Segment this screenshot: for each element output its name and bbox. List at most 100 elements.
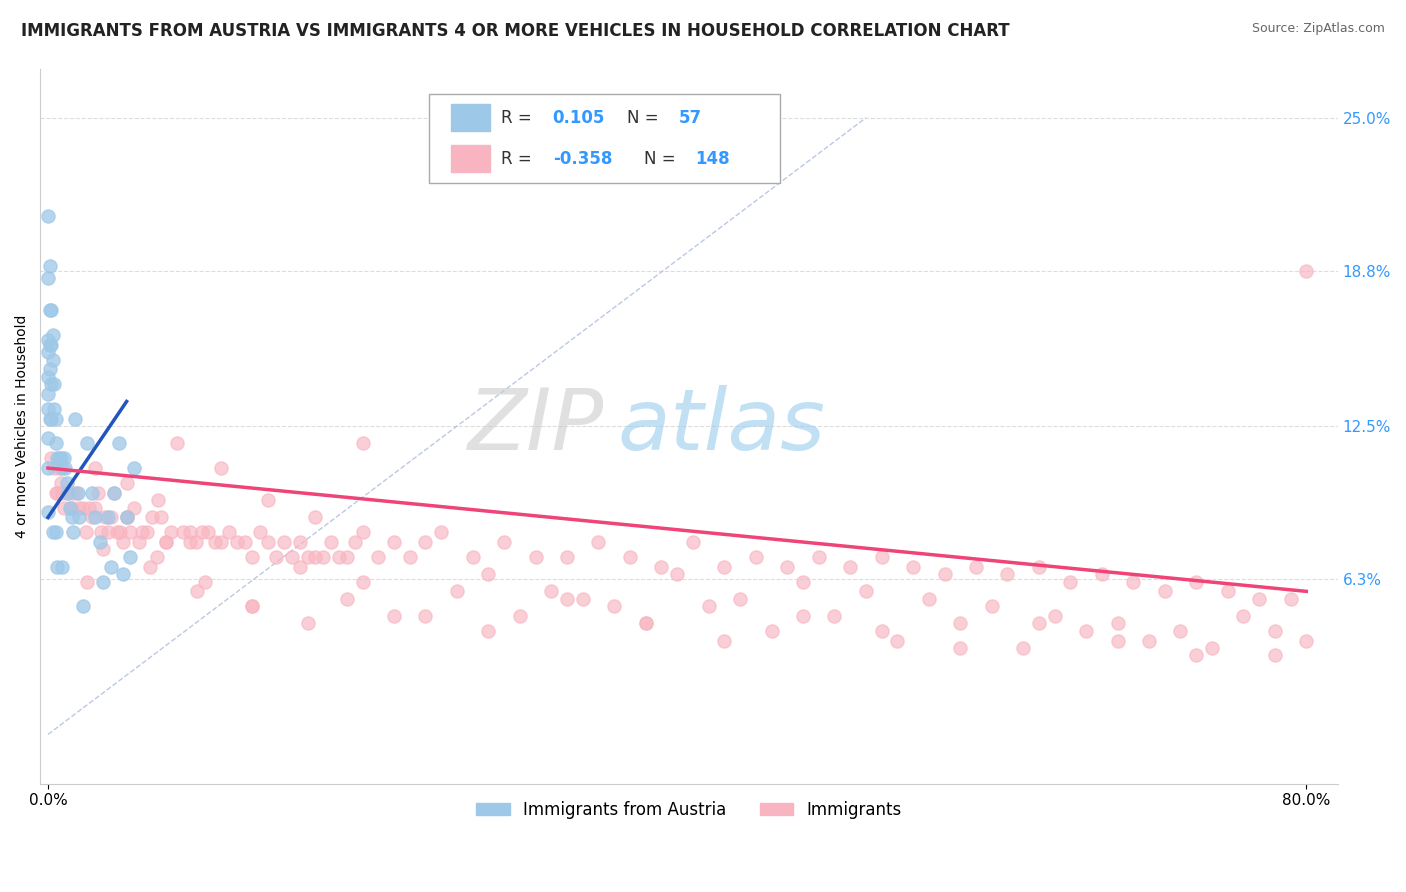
Point xyxy=(965,559,987,574)
Point xyxy=(110,525,132,540)
Point xyxy=(1043,609,1066,624)
Point xyxy=(382,535,405,549)
Point xyxy=(51,559,73,574)
Point xyxy=(980,599,1002,614)
Point xyxy=(446,584,468,599)
Point xyxy=(44,401,66,416)
Point xyxy=(792,574,814,589)
Point xyxy=(49,475,72,490)
Point xyxy=(494,535,516,549)
Point xyxy=(37,345,59,359)
Point xyxy=(204,535,226,549)
Point xyxy=(218,525,240,540)
Point xyxy=(45,525,67,540)
Point xyxy=(38,303,60,318)
Point xyxy=(103,485,125,500)
Point xyxy=(37,369,59,384)
Point xyxy=(97,525,120,540)
Point xyxy=(97,510,120,524)
Point xyxy=(38,337,60,351)
Point xyxy=(1170,624,1192,638)
Point xyxy=(509,609,531,624)
Point xyxy=(886,633,908,648)
Point xyxy=(100,559,122,574)
Point xyxy=(415,609,437,624)
Point xyxy=(63,411,86,425)
Point xyxy=(194,574,217,589)
Point xyxy=(45,485,67,500)
Point xyxy=(38,362,60,376)
Point xyxy=(58,485,80,500)
Point xyxy=(1216,584,1239,599)
Point xyxy=(288,559,311,574)
Point xyxy=(80,510,103,524)
Point xyxy=(477,624,499,638)
Point xyxy=(257,493,280,508)
Point xyxy=(901,559,924,574)
Point xyxy=(336,591,359,606)
Point xyxy=(398,549,420,564)
Point xyxy=(367,549,389,564)
Point xyxy=(60,500,83,515)
Point xyxy=(49,451,72,466)
Y-axis label: 4 or more Vehicles in Household: 4 or more Vehicles in Household xyxy=(15,315,30,538)
Point xyxy=(1107,616,1129,631)
Point xyxy=(1264,648,1286,663)
Point xyxy=(1264,624,1286,638)
Point xyxy=(100,510,122,524)
Point xyxy=(619,549,641,564)
Point xyxy=(242,549,264,564)
Point xyxy=(45,411,67,425)
Point xyxy=(1059,574,1081,589)
Text: Source: ZipAtlas.com: Source: ZipAtlas.com xyxy=(1251,22,1385,36)
Point xyxy=(1249,591,1271,606)
Point xyxy=(328,549,350,564)
Text: N =: N = xyxy=(644,150,681,168)
Point xyxy=(179,535,201,549)
Point xyxy=(197,525,219,540)
Point xyxy=(48,451,70,466)
Point xyxy=(1201,641,1223,656)
Point xyxy=(72,500,94,515)
Point xyxy=(52,500,75,515)
Point xyxy=(150,510,173,524)
Point xyxy=(761,624,783,638)
Point xyxy=(823,609,845,624)
Point xyxy=(264,549,287,564)
Point xyxy=(39,337,62,351)
Point xyxy=(352,574,374,589)
Point xyxy=(697,599,720,614)
Point xyxy=(45,436,67,450)
Point xyxy=(1185,574,1208,589)
Point xyxy=(870,624,893,638)
Point xyxy=(44,461,66,475)
Point xyxy=(1232,609,1254,624)
Point xyxy=(112,535,135,549)
Point xyxy=(352,525,374,540)
Point xyxy=(209,535,232,549)
Point xyxy=(312,549,335,564)
Point xyxy=(934,567,956,582)
Point xyxy=(46,451,69,466)
Point xyxy=(90,525,112,540)
Point xyxy=(80,485,103,500)
Bar xyxy=(451,145,491,172)
Point xyxy=(48,461,70,475)
Point xyxy=(415,535,437,549)
Point xyxy=(37,461,59,475)
Point xyxy=(155,535,177,549)
Point xyxy=(650,559,672,574)
Text: 57: 57 xyxy=(679,109,702,127)
Point xyxy=(145,549,167,564)
Point xyxy=(38,259,60,273)
Point xyxy=(1279,591,1302,606)
Point xyxy=(72,599,94,614)
Point xyxy=(728,591,751,606)
Point xyxy=(51,461,73,475)
Point xyxy=(84,510,107,524)
Point xyxy=(37,401,59,416)
Point xyxy=(67,510,90,524)
Point xyxy=(242,599,264,614)
Point xyxy=(257,535,280,549)
Point xyxy=(666,567,689,582)
